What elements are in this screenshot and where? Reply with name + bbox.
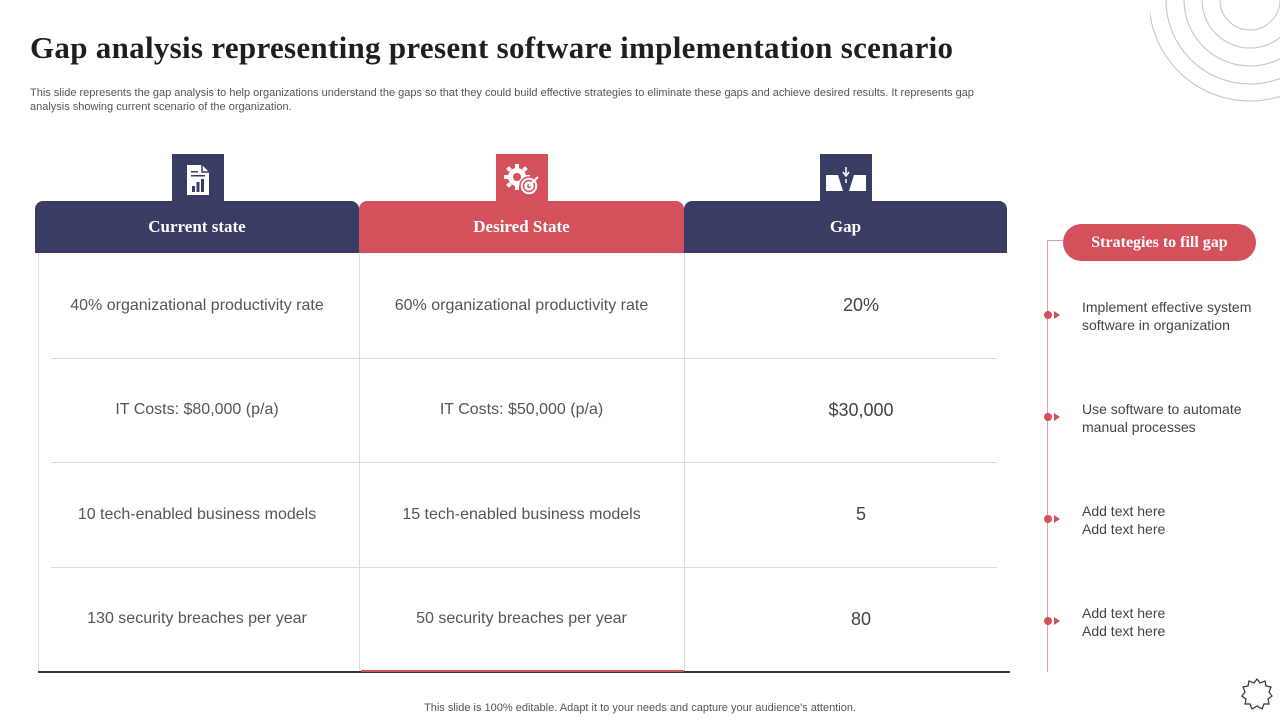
row-divider: [51, 567, 997, 568]
column-header-current: Current state: [35, 201, 359, 253]
strategies-timeline-cap: [1047, 240, 1063, 241]
table-cell-current: 130 security breaches per year: [87, 610, 307, 627]
row-divider: [51, 358, 997, 359]
strategy-line: software in organization: [1082, 317, 1230, 333]
strategy-line: Add text here: [1082, 605, 1166, 621]
strategy-line: Add text here: [1082, 521, 1166, 537]
column-header-gap: Gap: [684, 201, 1007, 253]
strategy-line: Implement effective system: [1082, 299, 1252, 315]
gear-target-icon: [496, 154, 548, 206]
bridge-gap-icon: [820, 154, 872, 206]
strategies-title: Strategies to fill gap: [1063, 224, 1256, 261]
table-cell-current: 10 tech-enabled business models: [77, 505, 317, 523]
strategy-item: Add text here Add text here: [1082, 502, 1272, 538]
strategy-line: Add text here: [1082, 623, 1166, 639]
page-title: Gap analysis representing present softwa…: [30, 30, 954, 65]
strategy-bullet-icon: [1044, 413, 1060, 421]
table-cell-gap: 80: [850, 608, 872, 629]
strategy-line: Use software to automate: [1082, 401, 1242, 417]
document-chart-icon: [172, 154, 224, 206]
strategy-bullet-icon: [1044, 617, 1060, 625]
table-cell-gap: $30,000: [828, 399, 894, 420]
strategy-item: Use software to automate manual processe…: [1082, 400, 1272, 436]
table-cell-desired: 50 security breaches per year: [416, 610, 627, 627]
row-divider: [51, 462, 997, 463]
table-bottom-border: [38, 671, 1010, 673]
strategy-line: Add text here: [1082, 503, 1166, 519]
table-cell-current: IT Costs: $80,000 (p/a): [115, 401, 279, 418]
gear-outline-icon: [1241, 678, 1273, 710]
table-cell-gap: 5: [855, 504, 866, 524]
strategy-item: Implement effective system software in o…: [1082, 298, 1272, 334]
table-cell-desired: 15 tech-enabled business models: [402, 505, 641, 523]
decorative-circles: [1150, 0, 1280, 102]
column-header-desired: Desired State: [359, 201, 684, 253]
strategy-item: Add text here Add text here: [1082, 604, 1272, 640]
strategy-line: manual processes: [1082, 419, 1196, 435]
table-cell-desired: 60% organizational productivity rate: [394, 296, 649, 314]
table-border-left: [38, 253, 39, 671]
table-bottom-accent: [361, 670, 684, 672]
footer-note: This slide is 100% editable. Adapt it to…: [424, 702, 856, 714]
table-cell-current: 40% organizational productivity rate: [70, 296, 324, 314]
table-cell-desired: IT Costs: $50,000 (p/a): [439, 401, 604, 418]
page-subtitle: This slide represents the gap analysis t…: [30, 87, 974, 113]
strategy-bullet-icon: [1044, 311, 1060, 319]
strategy-bullet-icon: [1044, 515, 1060, 523]
gap-table: 40% organizational productivity rate 60%…: [35, 253, 1007, 671]
strategies-timeline: [1047, 240, 1048, 672]
table-cell-gap: 20%: [842, 295, 880, 315]
